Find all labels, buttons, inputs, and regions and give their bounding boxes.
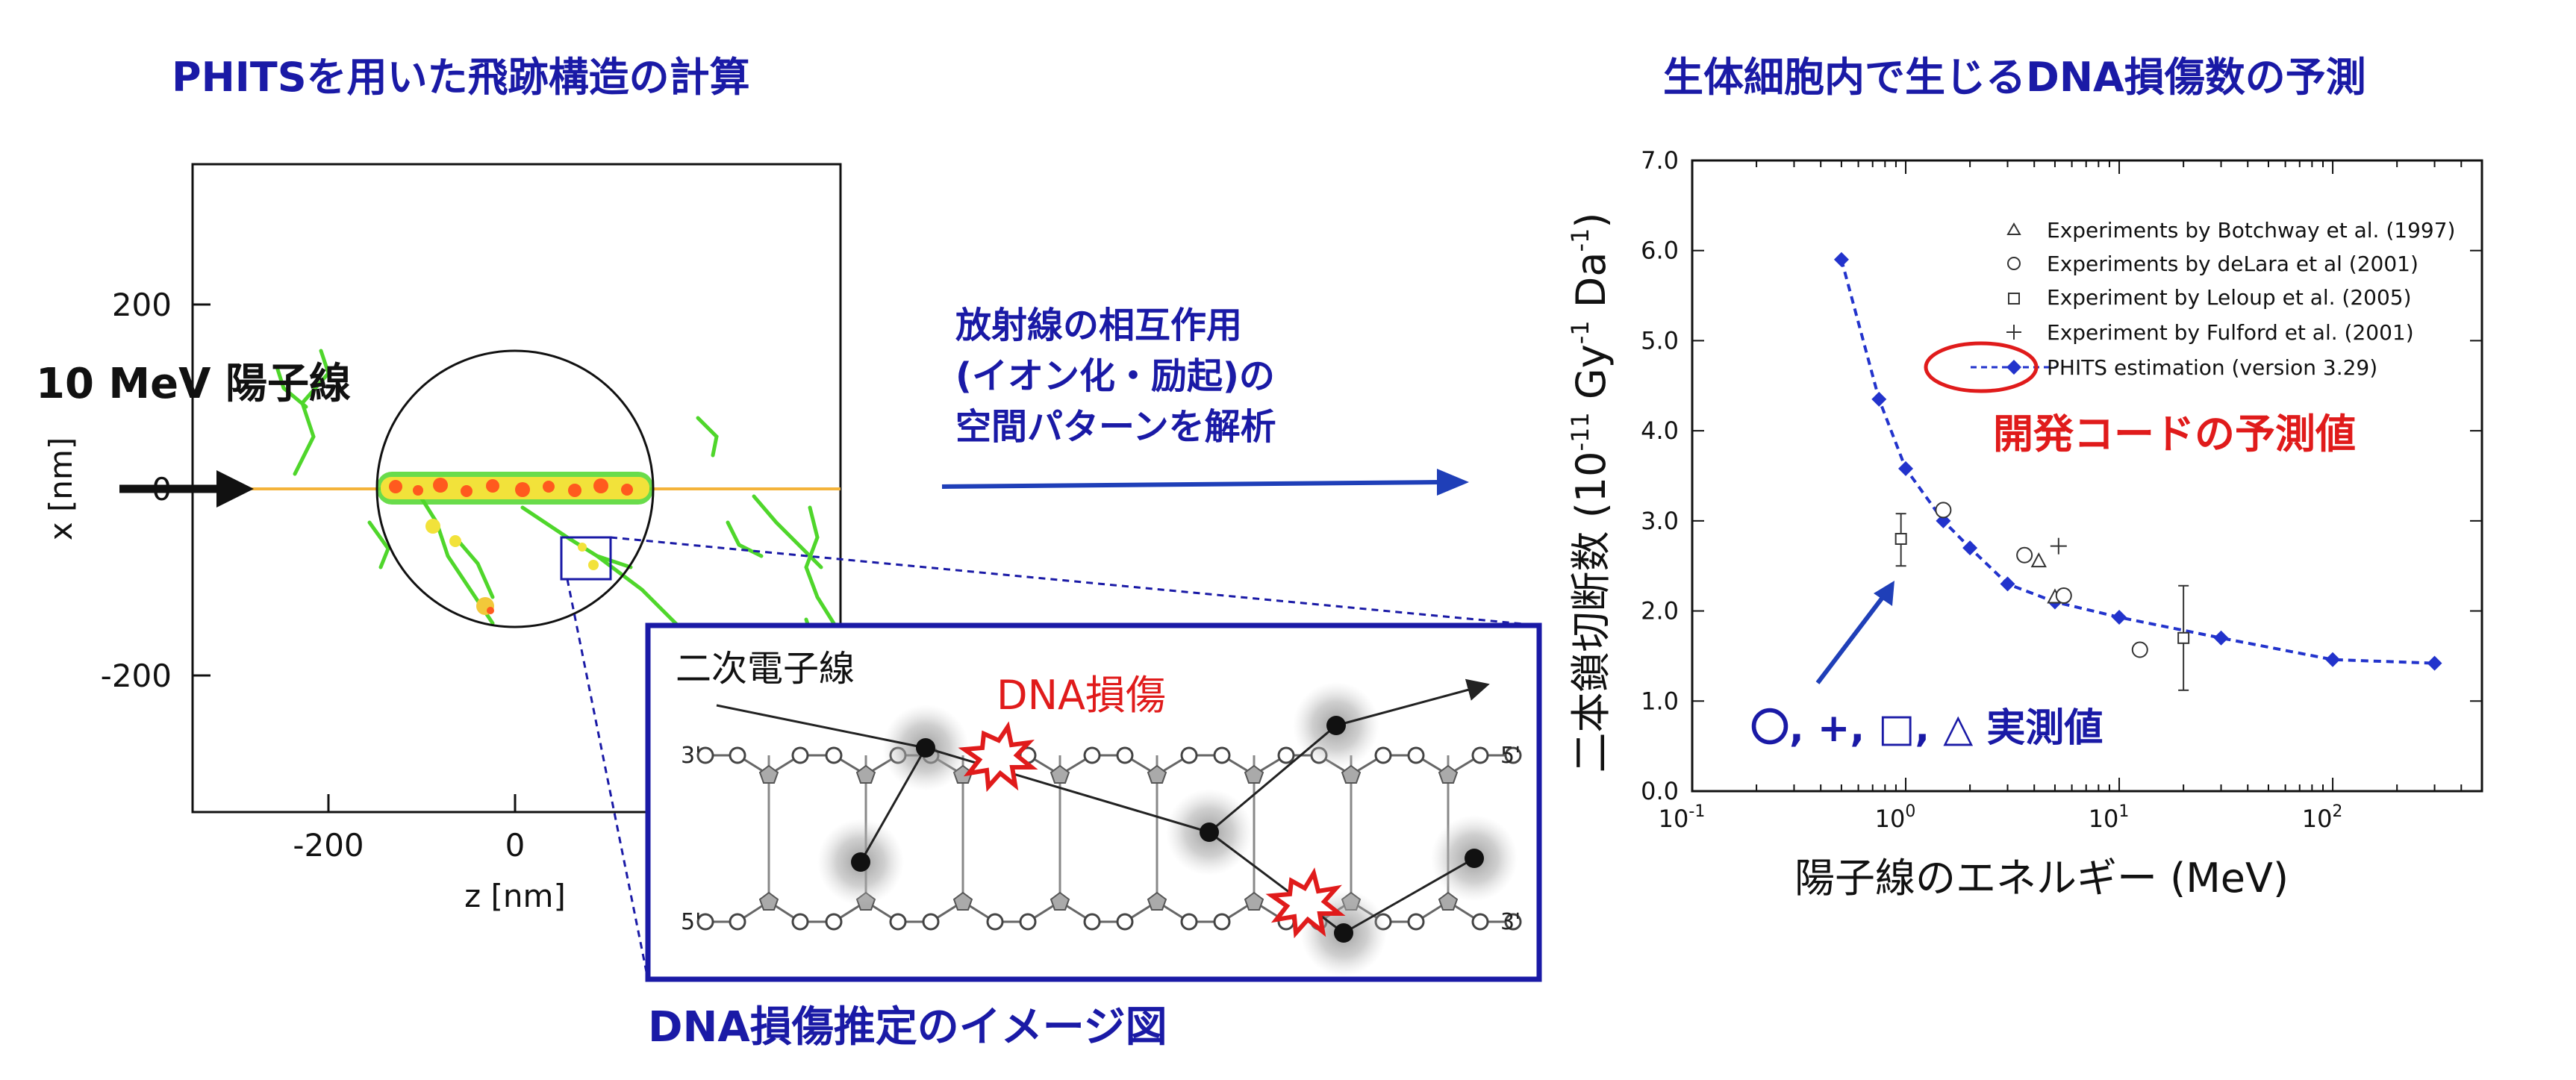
chart-y-axis-label: 二本鎖切断数 (10-11 Gy-1 Da-1) [1566, 213, 1615, 773]
proton-track-halo [381, 477, 649, 499]
damage-burst-icon [1265, 867, 1346, 939]
legend-entry-fulford: Experiment by Fulford et al. (2001) [2047, 320, 2414, 345]
strand-end-bottom-right: 3' [1500, 909, 1521, 935]
beam-label: 10 MeV 陽子線 [36, 360, 351, 408]
leloup-point [2177, 631, 2190, 644]
phits-point [1871, 391, 1887, 407]
phits-point [2000, 576, 2015, 592]
series-diamond [1833, 252, 2442, 671]
interaction-points [851, 716, 1484, 943]
y-tick-label: 3.0 [1641, 507, 1679, 535]
y-tick-label: 6.0 [1641, 237, 1679, 265]
x-tick-minus-200: -200 [293, 827, 364, 864]
inset-caption: DNA損傷推定のイメージ図 [648, 1003, 1167, 1052]
phits-point [1898, 461, 1914, 476]
measured-value-label: 〇, +, □, △ 実測値 [1750, 706, 2103, 751]
series-square [1894, 513, 2190, 691]
legend-entry-delara: Experiments by deLara et al (2001) [2047, 252, 2418, 276]
strand-end-top-left: 3' [681, 743, 701, 769]
y-tick-label: 7.0 [1641, 146, 1679, 175]
energy-deposits [425, 519, 599, 615]
region-circle [375, 349, 655, 628]
interaction-text-line1: 放射線の相互作用 [955, 305, 1242, 346]
x-tick-label: 101 [2089, 802, 2130, 833]
phits-point [1833, 252, 1849, 267]
legend-entry-leloup: Experiment by Leloup et al. (2005) [2047, 285, 2412, 310]
highlight-ellipse [1924, 341, 2039, 393]
interaction-text-line3: 空間パターンを解析 [955, 406, 1276, 448]
phits-point [2325, 652, 2341, 667]
legend-triangle-icon [2006, 222, 2021, 235]
legend-plus-icon [2006, 325, 2021, 340]
x-tick-label: 100 [1875, 802, 1916, 833]
dna-inset: 二次電子線 DNA損傷 3' 5' 5' 3' [645, 622, 1542, 982]
y-tick-label: 4.0 [1641, 416, 1679, 445]
track-y-axis-label: x [nm] [43, 437, 79, 541]
phits-point [2112, 610, 2127, 625]
proton-track-hotspots [389, 478, 633, 497]
legend-circle-icon [2007, 257, 2021, 270]
phits-point [2427, 655, 2442, 671]
y-tick-label: 1.0 [1641, 687, 1679, 715]
dsb-chart: 0.0 1.0 2.0 3.0 4.0 5.0 6.0 7.0 10-1 100 101 102 二… [1566, 146, 2483, 902]
x-tick-label: 10-1 [1659, 802, 1706, 833]
strand-end-top-right: 5' [1500, 743, 1521, 769]
y-tick-minus-200: -200 [101, 658, 172, 694]
right-panel-title: 生体細胞内で生じるDNA損傷数の予測 [1663, 54, 2366, 101]
track-x-axis-label: z [nm] [464, 878, 566, 914]
phits-point [1962, 540, 1978, 556]
y-tick-label: 5.0 [1641, 326, 1679, 355]
botchway-point [2030, 552, 2047, 568]
legend-square-icon [2008, 293, 2020, 305]
legend-entry-botchway: Experiments by Botchway et al. (1997) [2047, 218, 2455, 243]
delara-point [1935, 502, 1952, 519]
dna-damage-label: DNA損傷 [997, 672, 1166, 719]
damage-burst-icon [958, 721, 1038, 793]
series-circle [1935, 502, 2148, 658]
x-tick-0: 0 [505, 827, 526, 864]
chart-frame [1691, 159, 2483, 793]
y-tick-label: 2.0 [1641, 597, 1679, 625]
analysis-arrow [941, 469, 1469, 496]
zoom-guide-lines [566, 536, 1540, 980]
leloup-point [1894, 533, 1907, 545]
chart-x-axis-label: 陽子線のエネルギー (MeV) [1794, 855, 2289, 902]
beam-arrow [119, 470, 254, 508]
dna-strand-top [696, 746, 1522, 784]
legend-diamond-icon [2006, 360, 2021, 375]
left-panel-title: PHITSを用いた飛跡構造の計算 [172, 54, 750, 101]
delara-point [2055, 587, 2072, 605]
y-tick-200: 200 [112, 287, 172, 323]
phits-point [2213, 630, 2229, 646]
y-tick-label: 0.0 [1641, 777, 1679, 805]
delara-point [2016, 546, 2033, 564]
legend-entry-phits: PHITS estimation (version 3.29) [2047, 355, 2377, 380]
y-axis-ticks: 0.0 1.0 2.0 3.0 4.0 5.0 6.0 7.0 [1641, 146, 2482, 805]
x-tick-label: 102 [2302, 802, 2343, 833]
interaction-text-line2: (イオン化・励起)の [955, 355, 1275, 397]
chart-legend: Experiments by Botchway et al. (1997) Ex… [1924, 218, 2455, 393]
strand-end-bottom-left: 5' [681, 909, 701, 935]
series-plus [2050, 537, 2067, 555]
delara-point [2131, 641, 2148, 658]
series-layer [1833, 252, 2442, 691]
predicted-value-label: 開発コードの予測値 [1993, 411, 2356, 458]
zoom-box [560, 536, 612, 581]
electron-paths [716, 678, 1490, 934]
secondary-electron-label: 二次電子線 [676, 648, 855, 690]
measured-arrow [1815, 581, 1894, 684]
